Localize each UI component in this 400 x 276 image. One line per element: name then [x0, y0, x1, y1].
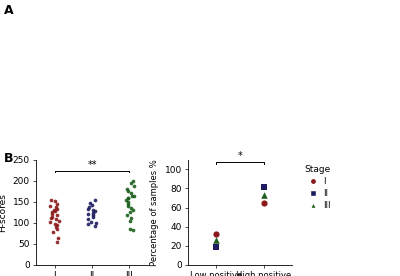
Point [91, 209, 98, 213]
Point [126, 227, 133, 231]
Point [48, 198, 55, 202]
Point [213, 232, 220, 237]
Point [124, 187, 130, 191]
Point [54, 227, 60, 231]
Point [47, 220, 54, 224]
Point [130, 228, 136, 233]
Point [87, 200, 93, 205]
Point [130, 193, 137, 198]
Point [123, 198, 129, 202]
Point [85, 211, 91, 216]
Point [54, 207, 60, 212]
Point [54, 223, 61, 227]
Point [260, 184, 267, 189]
Point [48, 216, 54, 220]
Point [124, 213, 130, 217]
Point [125, 204, 131, 208]
Point [85, 217, 91, 222]
Point [54, 213, 60, 217]
Point [128, 206, 134, 210]
Point [85, 207, 91, 211]
Y-axis label: Percentage of samples %: Percentage of samples % [150, 159, 159, 266]
Point [90, 215, 96, 220]
Point [128, 181, 134, 185]
Point [52, 199, 58, 203]
Point [47, 204, 54, 208]
Point [55, 235, 62, 240]
Point [124, 202, 131, 206]
Point [54, 202, 60, 206]
Point [127, 219, 133, 223]
Point [90, 208, 96, 213]
Text: B: B [4, 152, 14, 164]
Point [48, 214, 55, 219]
Legend: I, II, III: I, II, III [301, 162, 334, 213]
Point [130, 179, 137, 183]
Point [260, 201, 267, 205]
Point [93, 221, 99, 225]
Point [125, 189, 131, 193]
Point [129, 193, 136, 198]
Point [50, 208, 57, 213]
Point [213, 245, 220, 249]
Point [52, 209, 58, 213]
Point [52, 222, 58, 226]
Point [56, 219, 62, 223]
Point [89, 203, 96, 207]
Point [88, 219, 94, 224]
Text: A: A [4, 4, 14, 17]
Point [85, 222, 91, 226]
Point [86, 205, 92, 209]
Text: *: * [238, 151, 242, 161]
Point [49, 210, 56, 214]
Point [128, 191, 135, 196]
Point [90, 211, 97, 215]
Point [49, 211, 55, 216]
Point [131, 184, 137, 188]
Point [126, 210, 133, 214]
Text: **: ** [87, 160, 97, 170]
Point [53, 240, 60, 244]
Y-axis label: H-scores: H-scores [0, 193, 7, 232]
Point [213, 238, 220, 242]
Point [125, 200, 132, 204]
Point [50, 230, 56, 234]
Point [92, 198, 98, 202]
Point [53, 217, 60, 222]
Point [124, 196, 131, 201]
Point [53, 205, 59, 209]
Point [260, 193, 267, 197]
Point [128, 216, 134, 220]
Point [90, 213, 96, 217]
Point [92, 224, 98, 229]
Point [124, 195, 131, 200]
Point [130, 208, 136, 213]
Point [52, 225, 59, 229]
